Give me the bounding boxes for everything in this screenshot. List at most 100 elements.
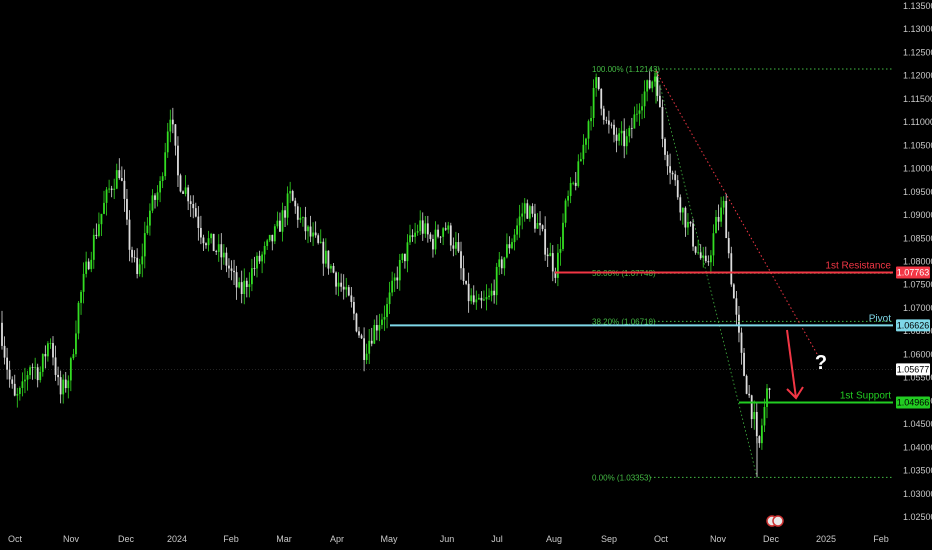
- candle-body: [500, 259, 503, 269]
- candle-body: [39, 371, 42, 381]
- candle-body: [490, 290, 493, 296]
- candle-body: [217, 244, 220, 252]
- candle-body: [21, 381, 24, 389]
- candle-body: [664, 138, 666, 155]
- candle-body: [564, 200, 567, 223]
- candle-body: [539, 222, 541, 226]
- candle-body: [24, 379, 26, 382]
- candle-body: [159, 181, 161, 193]
- y-tick-label: 1.03000: [903, 489, 932, 499]
- x-tick-label: Nov: [710, 534, 727, 544]
- pivot-level-label: Pivot: [869, 313, 891, 324]
- candle-body: [340, 282, 343, 287]
- candle-body: [225, 252, 228, 266]
- y-tick-label: 1.08500: [903, 233, 932, 243]
- candle-body: [317, 235, 320, 243]
- candle-body: [228, 265, 230, 269]
- candle-body: [100, 213, 103, 225]
- candle-body: [373, 325, 376, 344]
- candle-body: [26, 375, 29, 380]
- candle-body: [452, 245, 455, 249]
- candle-body: [235, 272, 238, 288]
- candle-body: [608, 120, 610, 125]
- candle-body: [414, 232, 416, 237]
- candle-body: [641, 106, 643, 111]
- candle-body: [309, 226, 312, 237]
- candle-body: [449, 225, 452, 246]
- fib-level-label: 38.20% (1.06710): [592, 317, 656, 326]
- candle-body: [681, 207, 684, 213]
- candle-body: [651, 81, 654, 89]
- candle-body: [638, 110, 641, 114]
- candle-body: [406, 242, 409, 262]
- y-tick-label: 1.12000: [903, 71, 932, 81]
- y-tick-label: 1.09500: [903, 187, 932, 197]
- candle-body: [480, 297, 483, 301]
- candle-body: [572, 182, 575, 184]
- candle-body: [171, 119, 174, 125]
- candle-body: [653, 76, 656, 82]
- candle-body: [697, 252, 700, 254]
- candle-body: [401, 253, 404, 261]
- candle-body: [715, 216, 717, 234]
- candle-body: [659, 95, 661, 108]
- candle-body: [766, 388, 768, 407]
- x-tick-label: Dec: [763, 534, 780, 544]
- candle-body: [95, 234, 98, 236]
- candle-body: [646, 80, 649, 92]
- current-price-tag-text: 1.05677: [897, 364, 930, 374]
- candle-body: [488, 295, 490, 298]
- candle-body: [49, 343, 52, 344]
- candle-body: [156, 192, 159, 200]
- candle-body: [319, 241, 322, 243]
- candle-body: [753, 411, 756, 420]
- candle-body: [253, 268, 256, 269]
- candle-body: [462, 268, 465, 281]
- candle-body: [531, 206, 534, 214]
- candle-body: [29, 367, 31, 376]
- candle-body: [381, 319, 383, 325]
- candle-body: [768, 388, 771, 390]
- candle-body: [1, 322, 3, 346]
- candle-body: [192, 203, 195, 209]
- y-tick-label: 1.11000: [903, 117, 932, 127]
- candle-body: [202, 237, 205, 244]
- candle-body: [421, 220, 424, 234]
- candle-body: [444, 228, 447, 230]
- x-tick-label: Sep: [601, 534, 617, 544]
- candle-body: [735, 298, 738, 315]
- candle-body: [684, 207, 687, 228]
- candle-body: [194, 208, 197, 217]
- y-tick-label: 1.08000: [903, 257, 932, 267]
- candle-body: [141, 256, 144, 265]
- candle-body: [312, 232, 314, 237]
- candle-body: [177, 145, 179, 176]
- candle-body: [679, 197, 682, 213]
- candle-body: [110, 188, 113, 190]
- candle-body: [85, 261, 88, 274]
- candle-body: [207, 238, 210, 246]
- candle-body: [434, 229, 437, 250]
- x-tick-label: Jul: [491, 534, 503, 544]
- candle-body: [569, 183, 572, 196]
- candle-body: [238, 282, 241, 288]
- y-tick-label: 1.07500: [903, 280, 932, 290]
- candle-body: [743, 352, 745, 376]
- x-tick-label: Oct: [8, 534, 23, 544]
- candle-body: [322, 241, 325, 264]
- candle-body: [722, 200, 725, 208]
- candle-body: [541, 225, 544, 230]
- candle-body: [87, 261, 90, 270]
- resistance-price-tag: [896, 266, 930, 279]
- current-price-tag: [896, 363, 930, 376]
- x-tick-label: Aug: [546, 534, 562, 544]
- candle-body: [90, 259, 93, 270]
- candle-body: [516, 225, 518, 235]
- support-price-tag-text: 1.04966: [897, 397, 930, 407]
- candle-body: [72, 354, 75, 359]
- candle-body: [13, 383, 16, 396]
- candle-body: [687, 221, 689, 228]
- candle-body: [118, 170, 121, 179]
- candle-body: [574, 182, 577, 186]
- candle-body: [467, 283, 470, 302]
